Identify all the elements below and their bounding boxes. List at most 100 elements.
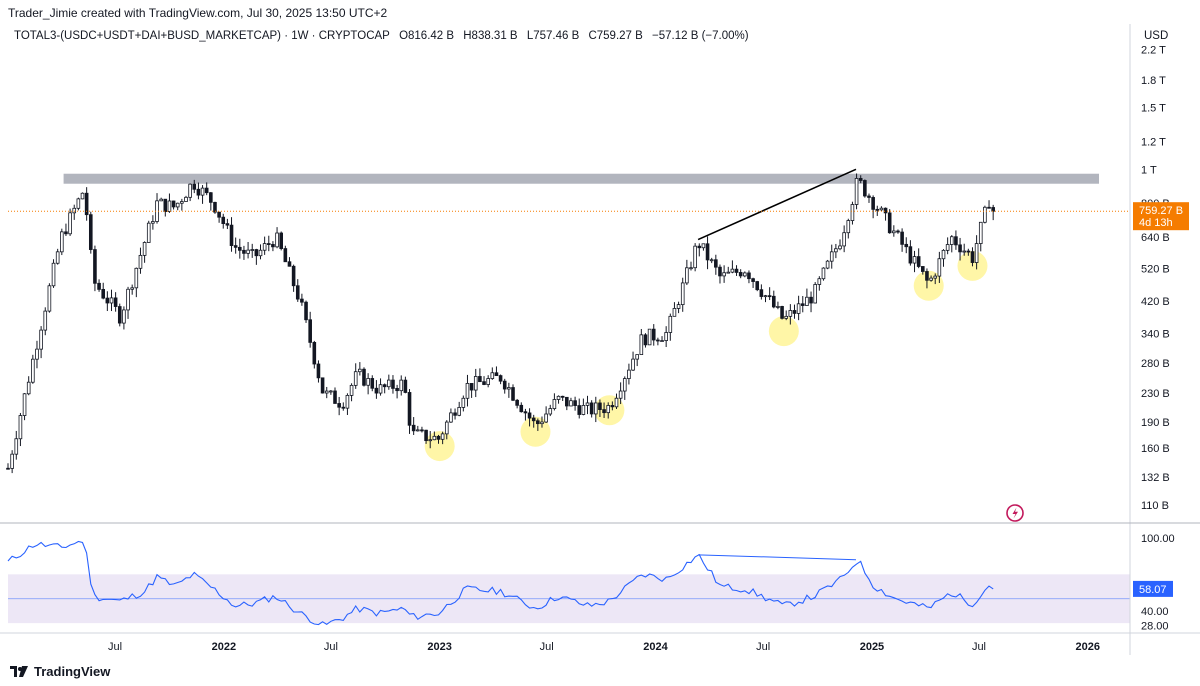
candle-up xyxy=(978,221,983,244)
candle-down xyxy=(970,251,975,263)
candle-down xyxy=(333,390,337,404)
candle-down xyxy=(171,200,176,208)
candle-up xyxy=(262,243,267,251)
candle-up xyxy=(444,421,449,435)
time-axis-tick-label: 2026 xyxy=(1076,641,1100,653)
candle-down xyxy=(374,387,379,394)
price-axis-tick-label: 2.2 T xyxy=(1141,44,1166,56)
candle-up xyxy=(660,340,664,342)
candle-up xyxy=(432,435,437,441)
candle-up xyxy=(14,438,19,455)
candle-down xyxy=(341,406,346,409)
candle-up xyxy=(664,332,668,341)
candle-up xyxy=(962,250,966,253)
candle-down xyxy=(643,334,648,346)
candle-up xyxy=(126,288,130,311)
candle-down xyxy=(221,216,226,225)
candle-down xyxy=(925,271,929,281)
candle-down xyxy=(217,211,221,218)
candle-down xyxy=(705,243,710,261)
candle-down xyxy=(527,412,532,419)
candle-up xyxy=(457,407,461,416)
candle-down xyxy=(656,339,660,342)
rsi-line xyxy=(7,540,994,626)
candle-up xyxy=(763,295,768,298)
candle-down xyxy=(254,249,259,257)
chart-credit: Trader_Jimie created with TradingView.co… xyxy=(8,6,388,20)
price-axis-tick-label: 160 B xyxy=(1141,443,1170,455)
candle-down xyxy=(291,265,296,287)
candle-down xyxy=(809,296,813,304)
rsi-layer xyxy=(7,540,994,626)
price-axis-tick-label: 110 B xyxy=(1141,500,1169,512)
candle-down xyxy=(747,272,751,280)
candle-up xyxy=(854,178,859,205)
candle-down xyxy=(117,306,122,324)
symbol-name[interactable]: TOTAL3-(USDC+USDT+DAI+BUSD_MARKETCAP) · … xyxy=(14,30,390,42)
candle-up xyxy=(43,310,48,331)
ohlc-high: H838.31 B xyxy=(463,30,518,42)
candle-down xyxy=(391,379,395,389)
ohlc-close: C759.27 B xyxy=(588,30,643,42)
candle-down xyxy=(6,467,10,470)
candle-up xyxy=(80,192,85,200)
candle-down xyxy=(954,236,958,246)
candle-up xyxy=(788,310,793,317)
candle-down xyxy=(958,244,962,253)
candle-down xyxy=(565,396,569,407)
candle-down xyxy=(101,288,106,299)
rsi-value-tag xyxy=(1133,580,1173,597)
candle-down xyxy=(767,295,772,298)
candle-up xyxy=(490,372,495,379)
candle-down xyxy=(283,248,288,263)
candle-down xyxy=(800,303,805,306)
time-axis-tick-label: 2022 xyxy=(212,641,236,653)
candle-up xyxy=(796,303,801,314)
price-axis-tick-label: 1.2 T xyxy=(1141,137,1166,149)
price-axis-tick-label: 132 B xyxy=(1141,472,1170,484)
candle-down xyxy=(883,207,888,214)
time-axis-tick-label: Jul xyxy=(324,641,338,653)
tradingview-logo[interactable]: TradingView xyxy=(10,664,110,679)
currency-button[interactable]: USD xyxy=(1144,30,1169,42)
candle-up xyxy=(175,202,180,208)
candle-up xyxy=(428,439,433,442)
candle-down xyxy=(196,188,201,196)
alert-icon[interactable] xyxy=(1006,504,1024,522)
candle-down xyxy=(478,376,482,383)
candle-up xyxy=(606,405,611,414)
candle-down xyxy=(229,224,234,246)
candle-up xyxy=(55,251,60,264)
candle-down xyxy=(411,424,416,432)
rsi-axis-tick-label: 100.00 xyxy=(1141,533,1175,545)
axis-labels-layer: 759.27 B 4d 13h 58.07 xyxy=(1133,202,1189,597)
candle-up xyxy=(631,358,635,371)
candle-up xyxy=(983,206,987,223)
candle-up xyxy=(879,207,884,211)
candle-down xyxy=(523,411,528,414)
candle-up xyxy=(743,272,747,277)
candle-down xyxy=(602,409,606,414)
time-axis-tick-label: Jul xyxy=(972,641,986,653)
candle-up xyxy=(618,390,623,399)
candle-up xyxy=(627,369,631,379)
candle-up xyxy=(614,397,619,408)
rsi-axis-tick-label: 28.00 xyxy=(1141,621,1169,633)
candle-up xyxy=(188,183,192,198)
candle-up xyxy=(821,267,826,280)
time-axis-tick-label: Jul xyxy=(540,641,554,653)
candle-up xyxy=(18,415,23,440)
candle-down xyxy=(867,195,871,198)
candle-up xyxy=(275,232,279,248)
candle-down xyxy=(233,245,238,248)
candle-down xyxy=(304,301,308,321)
candle-up xyxy=(730,268,735,273)
current-price-tag xyxy=(1133,202,1189,231)
candle-down xyxy=(337,403,341,408)
candle-down xyxy=(312,341,317,365)
candle-up xyxy=(35,348,39,360)
candle-down xyxy=(453,412,457,416)
candle-down xyxy=(382,384,387,388)
candle-down xyxy=(362,368,366,386)
